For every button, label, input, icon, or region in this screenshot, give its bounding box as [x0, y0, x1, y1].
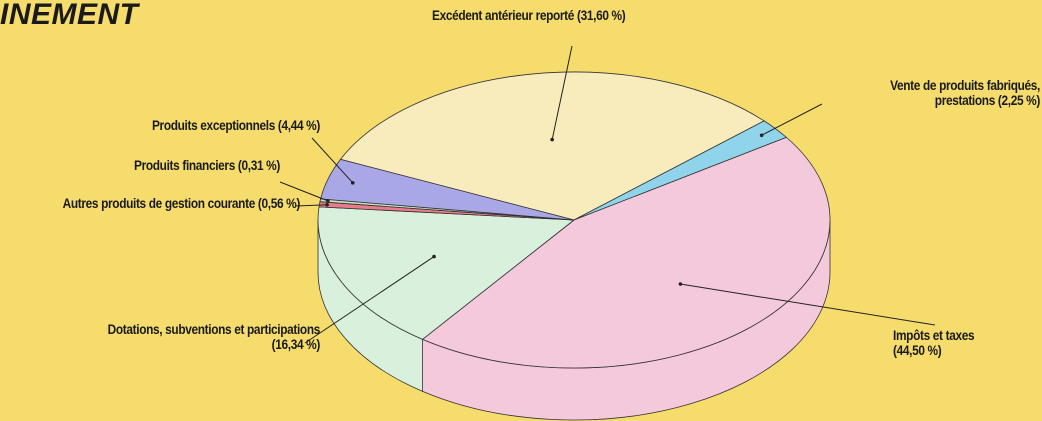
chart-title: INEMENT: [0, 0, 139, 31]
slice-label: Impôts et taxes (44,50 %): [893, 328, 1007, 358]
slice-value-label: (0,31 %): [237, 158, 280, 173]
slice-category: Autres produits de gestion courante: [62, 196, 256, 211]
slice-category: Excédent antérieur reporté: [432, 8, 575, 23]
leader-dot: [759, 133, 764, 138]
slice-category: Produits financiers: [134, 158, 235, 173]
leader-line: [304, 256, 435, 344]
slice-label: Autres produits de gestion courante (0,5…: [45, 196, 301, 211]
slice-label: Produits exceptionnels (4,44 %): [74, 118, 320, 133]
leader-line: [311, 137, 354, 184]
leader-line: [551, 45, 573, 140]
slice-category: Vente de produits fabriqués, prestations: [890, 78, 1040, 108]
slice-value-label: (0,56 %): [257, 196, 300, 211]
slice-category: Dotations, subventions et participations: [107, 322, 321, 337]
slice-value-label: (31,60 %): [577, 8, 626, 23]
slice-category: Produits exceptionnels: [151, 118, 275, 133]
leader-line: [279, 181, 329, 202]
leader-dot: [350, 181, 355, 185]
slice-value-label: (16,34 %): [271, 337, 321, 352]
leader-dot: [678, 282, 683, 286]
slice-value-label: (2,25 %): [997, 93, 1040, 108]
slice-category: Impôts et taxes: [893, 328, 975, 343]
slice-label: Vente de produits fabriqués, prestations…: [829, 78, 1040, 108]
leader-dot: [550, 137, 554, 142]
leader-dot: [325, 202, 329, 207]
pie-slice: [320, 158, 575, 221]
slice-value-label: (44,50 %): [893, 343, 942, 358]
pie-slice: [317, 206, 576, 340]
slice-label: Dotations, subventions et participations…: [91, 322, 321, 352]
pie-slice: [421, 136, 831, 369]
leader-line: [680, 283, 936, 326]
slice-label: Excédent antérieur reporté (31,60 %): [432, 8, 626, 23]
leader-line: [761, 103, 823, 136]
leader-dot: [432, 254, 436, 259]
leader-line: [295, 204, 328, 207]
slice-value-label: (4,44 %): [277, 118, 320, 133]
leader-dot: [326, 199, 330, 203]
pie-slice: [339, 71, 765, 221]
slice-label: Produits financiers (0,31 %): [42, 158, 280, 173]
pie-tops: [317, 71, 831, 369]
